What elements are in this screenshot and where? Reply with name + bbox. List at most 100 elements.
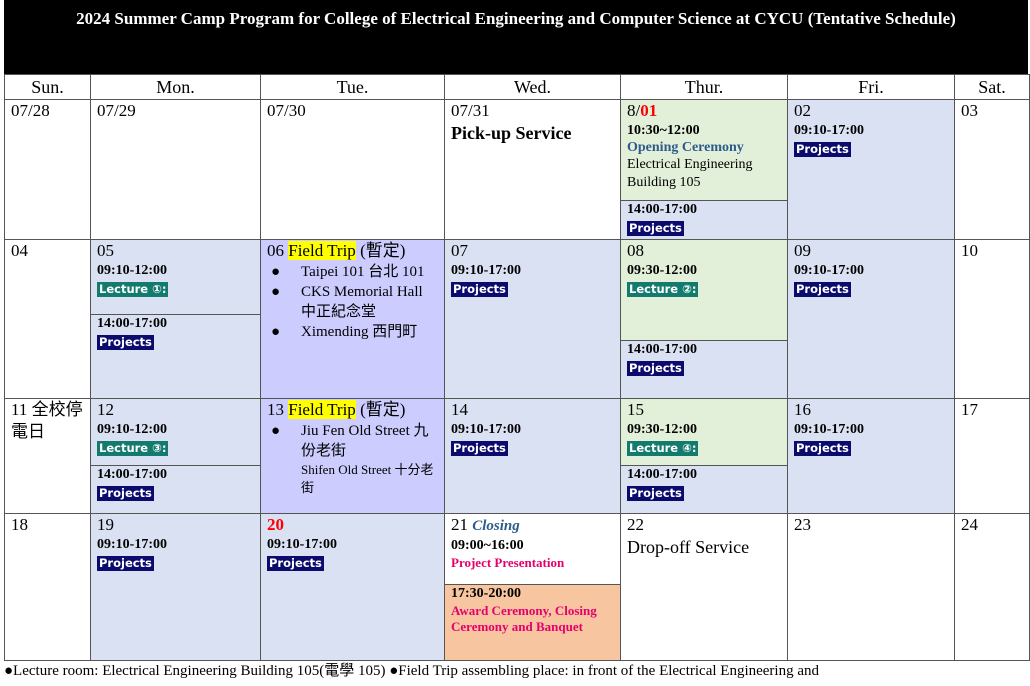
day-month: 8/ bbox=[627, 101, 641, 120]
header-tue: Tue. bbox=[260, 74, 445, 100]
projects-tag: Projects bbox=[627, 221, 684, 236]
day-cell: 04 bbox=[4, 239, 91, 399]
event-time: 09:10-17:00 bbox=[794, 263, 864, 278]
projects-tag: Projects bbox=[794, 282, 851, 297]
event-time: 14:00-17:00 bbox=[627, 342, 697, 357]
list-item: ● Jiu Fen Old Street 九份老街 bbox=[271, 423, 429, 459]
projects-tag: Projects bbox=[794, 441, 851, 456]
tentative-note: (暫定) bbox=[360, 400, 406, 419]
event-time: 09:00~16:00 bbox=[451, 538, 524, 553]
day-number: 04 bbox=[11, 241, 28, 260]
day-number: 07/30 bbox=[267, 101, 306, 120]
day-cell: 8/01 10:30~12:00 Opening Ceremony Electr… bbox=[620, 99, 788, 240]
day-cell: 13 Field Trip (暫定) ● Jiu Fen Old Street 九… bbox=[260, 398, 445, 514]
day-number: 19 bbox=[97, 515, 114, 534]
day-number: 17 bbox=[961, 400, 978, 419]
week-row-2: 04 05 09:10-12:00 Lecture ①: 14:00-17:00… bbox=[4, 239, 1030, 399]
day-cell: 19 09:10-17:00 Projects bbox=[90, 513, 261, 661]
footer-note: ●Lecture room: Electrical Engineering Bu… bbox=[4, 663, 819, 679]
event-time: 09:10-12:00 bbox=[97, 263, 167, 278]
day-cell: 16 09:10-17:00 Projects bbox=[787, 398, 955, 514]
day-number: 07/29 bbox=[97, 101, 136, 120]
header-wed: Wed. bbox=[444, 74, 621, 100]
day-cell: 08 09:30-12:00 Lecture ②: 14:00-17:00 Pr… bbox=[620, 239, 788, 399]
day-number: 03 bbox=[961, 101, 978, 120]
list-item: ● Taipei 101 台北 101 bbox=[271, 264, 425, 280]
event-time: 09:10-17:00 bbox=[451, 422, 521, 437]
day-cell: 23 bbox=[787, 513, 955, 661]
day-cell: 07/30 bbox=[260, 99, 445, 240]
projects-tag: Projects bbox=[451, 441, 508, 456]
event-time: 14:00-17:00 bbox=[627, 202, 697, 217]
list-item: Shifen Old Street 十分老街 bbox=[301, 462, 434, 495]
day-cell: 14 09:10-17:00 Projects bbox=[444, 398, 621, 514]
week-row-4: 18 19 09:10-17:00 Projects 20 09:10-17:0… bbox=[4, 513, 1030, 661]
lecture-tag: Lecture ③: bbox=[97, 441, 169, 456]
dropoff-service-label: Drop-off Service bbox=[627, 537, 750, 557]
schedule-title: 2024 Summer Camp Program for College of … bbox=[4, 0, 1028, 74]
field-trip-list: ● Taipei 101 台北 101 ● CKS Memorial Hall 中正… bbox=[267, 262, 438, 342]
award-ceremony-label: Award Ceremony, Closing Ceremony and Ban… bbox=[451, 603, 597, 634]
tentative-note: (暫定) bbox=[360, 241, 406, 260]
field-trip-label: Field Trip bbox=[288, 400, 356, 419]
week-row-3: 11 全校停電日 12 09:10-12:00 Lecture ③: 14:00… bbox=[4, 398, 1030, 514]
day-cell: 18 bbox=[4, 513, 91, 661]
header-sun: Sun. bbox=[4, 74, 91, 100]
event-time: 09:10-17:00 bbox=[451, 263, 521, 278]
day-number: 07/28 bbox=[11, 101, 50, 120]
day-number: 09 bbox=[794, 241, 811, 260]
day-number: 07 bbox=[451, 241, 468, 260]
week-row-1: 07/28 07/29 07/30 07/31 Pick-up Service … bbox=[4, 99, 1030, 240]
projects-tag: Projects bbox=[267, 556, 324, 571]
weekday-header-row: Sun. Mon. Tue. Wed. Thur. Fri. Sat. bbox=[4, 74, 1030, 100]
event-time: 17:30-20:00 bbox=[451, 586, 521, 601]
event-time: 09:10-17:00 bbox=[267, 537, 337, 552]
lecture-tag: Lecture ④: bbox=[627, 441, 699, 456]
projects-tag: Projects bbox=[97, 556, 154, 571]
header-mon: Mon. bbox=[90, 74, 261, 100]
day-number: 05 bbox=[97, 241, 114, 260]
event-time: 09:30-12:00 bbox=[627, 263, 697, 278]
event-time: 14:00-17:00 bbox=[97, 316, 167, 331]
lecture-tag: Lecture ①: bbox=[97, 282, 169, 297]
list-item: ● Ximending 西門町 bbox=[271, 324, 418, 340]
day-cell: 07/29 bbox=[90, 99, 261, 240]
day-number: 11 全校停電日 bbox=[11, 400, 83, 441]
opening-ceremony-label: Opening Ceremony bbox=[627, 140, 744, 155]
header-thu: Thur. bbox=[620, 74, 788, 100]
day-cell: 11 全校停電日 bbox=[4, 398, 91, 514]
day-number: 10 bbox=[961, 241, 978, 260]
projects-tag: Projects bbox=[627, 486, 684, 501]
event-time: 09:10-17:00 bbox=[97, 537, 167, 552]
day-number: 16 bbox=[794, 400, 811, 419]
event-time: 09:10-17:00 bbox=[794, 123, 864, 138]
day-number: 12 bbox=[97, 400, 114, 419]
day-cell: 20 09:10-17:00 Projects bbox=[260, 513, 445, 661]
projects-tag: Projects bbox=[451, 282, 508, 297]
projects-tag: Projects bbox=[97, 486, 154, 501]
list-item: ● CKS Memorial Hall 中正紀念堂 bbox=[271, 284, 423, 320]
projects-tag: Projects bbox=[794, 142, 851, 157]
header-fri: Fri. bbox=[787, 74, 955, 100]
lecture-tag: Lecture ②: bbox=[627, 282, 699, 297]
event-location: Electrical Engineering Building 105 bbox=[627, 157, 753, 190]
day-cell: 07/31 Pick-up Service bbox=[444, 99, 621, 240]
day-number-highlight: 01 bbox=[640, 101, 658, 120]
day-cell: 02 09:10-17:00 Projects bbox=[787, 99, 955, 240]
field-trip-label: Field Trip bbox=[288, 241, 356, 260]
pickup-service-label: Pick-up Service bbox=[451, 123, 572, 143]
day-cell: 15 09:30-12:00 Lecture ④: 14:00-17:00 Pr… bbox=[620, 398, 788, 514]
closing-label: Closing bbox=[472, 518, 520, 534]
calendar-table: Sun. Mon. Tue. Wed. Thur. Fri. Sat. 07/2… bbox=[4, 74, 1030, 661]
day-number: 24 bbox=[961, 515, 978, 534]
event-time: 09:10-17:00 bbox=[794, 422, 864, 437]
day-cell: 06 Field Trip (暫定) ● Taipei 101 台北 101 ● C… bbox=[260, 239, 445, 399]
event-time: 14:00-17:00 bbox=[627, 467, 697, 482]
day-cell: 09 09:10-17:00 Projects bbox=[787, 239, 955, 399]
day-cell: 21 Closing 09:00~16:00 Project Presentat… bbox=[444, 513, 621, 661]
event-time: 09:10-12:00 bbox=[97, 422, 167, 437]
day-cell: 22 Drop-off Service bbox=[620, 513, 788, 661]
day-number: 06 bbox=[267, 241, 284, 260]
header-sat: Sat. bbox=[954, 74, 1030, 100]
day-cell: 07/28 bbox=[4, 99, 91, 240]
